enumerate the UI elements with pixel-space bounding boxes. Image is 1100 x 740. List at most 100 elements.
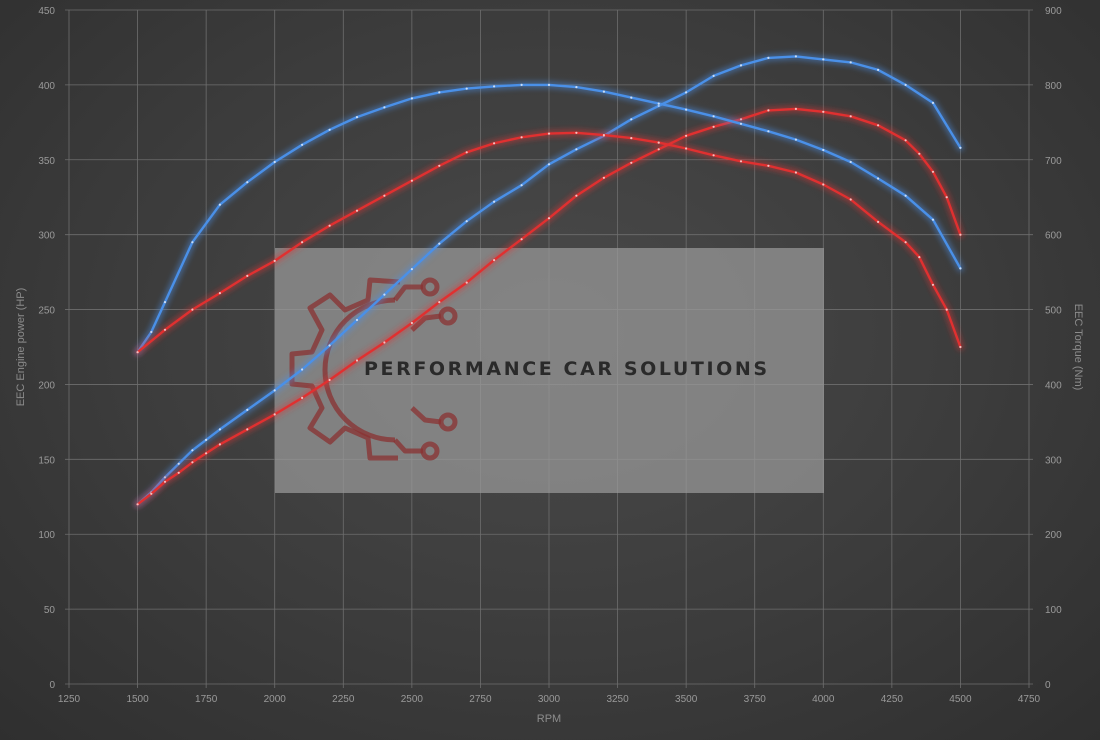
- x-tick-label: 3250: [606, 694, 629, 705]
- data-point: [465, 281, 468, 284]
- data-point: [520, 83, 523, 86]
- data-point: [931, 283, 935, 286]
- data-point: [630, 118, 633, 121]
- data-point: [767, 109, 770, 112]
- y-right-tick-label: 800: [1045, 81, 1062, 92]
- data-point: [931, 101, 935, 104]
- data-point: [438, 164, 441, 167]
- data-point: [822, 58, 825, 61]
- y-left-tick-label: 200: [38, 380, 55, 391]
- data-point: [575, 86, 578, 89]
- data-point: [410, 321, 413, 325]
- data-point: [383, 341, 386, 344]
- x-tick-label: 4250: [881, 694, 904, 705]
- data-point: [355, 318, 359, 322]
- data-point: [630, 161, 633, 164]
- data-point: [520, 238, 523, 241]
- data-point: [465, 220, 468, 223]
- data-point: [685, 147, 688, 150]
- data-point: [822, 183, 825, 186]
- y-left-tick-label: 0: [49, 680, 55, 691]
- data-point: [493, 200, 496, 203]
- data-point: [547, 83, 551, 86]
- y-right-tick-label: 500: [1045, 306, 1062, 317]
- data-point: [877, 177, 880, 180]
- data-point: [685, 134, 688, 137]
- data-point: [355, 116, 359, 119]
- data-point: [685, 91, 688, 94]
- series-line: [136, 83, 962, 354]
- data-point: [849, 160, 852, 164]
- x-tick-label: 3000: [538, 694, 561, 705]
- y-axis-right-title: EEC Torque (Nm): [1072, 304, 1084, 391]
- data-point: [602, 176, 606, 179]
- data-point: [438, 91, 441, 94]
- data-point: [246, 428, 249, 431]
- data-point: [602, 134, 606, 137]
- data-point: [328, 224, 331, 227]
- data-point: [493, 259, 496, 262]
- data-point: [822, 148, 825, 152]
- y-axis-left-title: EEC Engine power (HP): [15, 288, 27, 407]
- data-point: [328, 344, 331, 347]
- data-point: [945, 308, 948, 311]
- data-point: [301, 396, 304, 399]
- x-tick-label: 1750: [195, 694, 218, 705]
- data-point: [520, 184, 523, 187]
- x-axis-title: RPM: [537, 713, 561, 725]
- series-line: [136, 55, 962, 506]
- data-point: [150, 330, 153, 334]
- data-point: [520, 136, 523, 139]
- y-left-tick-label: 450: [38, 6, 55, 17]
- gear-logo-icon: [289, 277, 458, 461]
- data-point: [849, 115, 852, 118]
- data-point: [493, 85, 496, 88]
- y-left-tick-label: 400: [38, 81, 55, 92]
- series: [134, 52, 964, 508]
- data-point: [767, 56, 770, 60]
- data-point: [355, 359, 359, 362]
- data-point: [177, 462, 180, 465]
- data-point: [931, 218, 935, 221]
- data-point: [328, 128, 331, 131]
- data-point: [205, 452, 208, 455]
- data-point: [465, 151, 468, 154]
- y-left-tick-label: 300: [38, 231, 55, 242]
- y-right-tick-label: 0: [1045, 680, 1051, 691]
- data-point: [246, 181, 249, 184]
- data-point: [547, 163, 551, 166]
- data-point: [410, 268, 413, 271]
- data-point: [191, 461, 194, 464]
- data-point: [945, 196, 948, 199]
- data-point: [273, 389, 276, 392]
- data-point: [575, 194, 578, 197]
- y-left-tick-label: 350: [38, 156, 55, 167]
- data-point: [794, 55, 798, 58]
- watermark-panel: [275, 248, 824, 493]
- data-point: [904, 194, 907, 197]
- data-point: [959, 233, 962, 236]
- y-right-tick-label: 300: [1045, 455, 1062, 466]
- x-tick-label: 3750: [744, 694, 767, 705]
- data-point: [177, 471, 180, 474]
- data-point: [602, 90, 606, 93]
- axes: RPM EEC Engine power (HP) EEC Torque (Nm…: [15, 6, 1084, 725]
- watermark: PERFORMANCE CAR SOLUTIONS: [275, 248, 824, 493]
- data-point: [630, 96, 633, 99]
- data-point: [918, 152, 921, 155]
- data-point: [739, 118, 743, 121]
- x-tick-label: 2250: [332, 694, 355, 705]
- series-power-line: [134, 52, 964, 508]
- data-point: [931, 170, 935, 173]
- data-point: [877, 124, 880, 127]
- data-point: [822, 110, 825, 113]
- data-point: [163, 328, 167, 331]
- data-point: [493, 142, 496, 145]
- data-point: [136, 351, 139, 354]
- data-point: [465, 87, 468, 90]
- x-tick-label: 2000: [264, 694, 287, 705]
- data-point: [301, 368, 304, 371]
- data-point: [150, 492, 153, 495]
- series-line: [136, 107, 962, 506]
